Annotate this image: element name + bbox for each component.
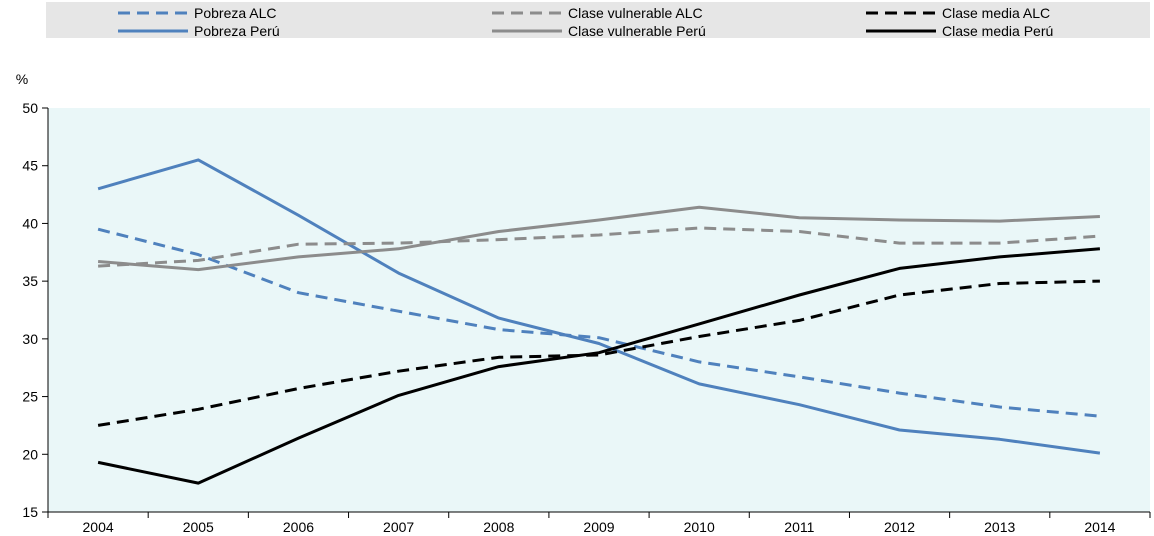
y-tick-label: 40 (22, 215, 38, 231)
y-tick-label: 20 (22, 446, 38, 462)
legend-label-clase-media-alc: Clase media ALC (942, 5, 1050, 21)
x-tick-label: 2010 (684, 519, 715, 535)
plot-area: 15 20 25 30 35 40 45 50 2004 2005 2006 2007 2008 2009… (22, 100, 1151, 535)
legend-label-clase-vulnerable-alc: Clase vulnerable ALC (568, 5, 703, 21)
y-axis-label: % (16, 71, 28, 87)
y-tick-label: 15 (22, 504, 38, 520)
legend-label-pobreza-alc: Pobreza ALC (194, 5, 277, 21)
legend-background (46, 2, 1150, 38)
x-tick-label: 2011 (784, 519, 814, 535)
x-tick-label: 2012 (884, 519, 915, 535)
series-line-pobreza-alc (97, 227, 1101, 418)
y-tick-label: 25 (22, 389, 38, 405)
x-tick-label: 2013 (984, 519, 1015, 535)
legend-label-clase-media-peru: Clase media Perú (942, 23, 1053, 39)
x-tick-label: 2006 (283, 519, 314, 535)
y-tick-label: 35 (22, 273, 38, 289)
x-tick-label: 2014 (1084, 519, 1115, 535)
y-tick-label: 30 (22, 331, 38, 347)
x-tick-label: 2009 (583, 519, 614, 535)
series-line-clase-media-alc (97, 279, 1100, 427)
series-line-clase-vulnerable-alc (98, 226, 1101, 268)
y-tick-label: 45 (22, 158, 38, 174)
x-tick-label: 2008 (483, 519, 514, 535)
x-tick-label: 2004 (83, 519, 114, 535)
x-tick-label: 2007 (383, 519, 414, 535)
series-line-clase-vulnerable-peru (97, 205, 1100, 272)
y-tick-label: 50 (22, 100, 38, 116)
x-tick-label: 2005 (183, 519, 214, 535)
legend-label-clase-vulnerable-peru: Clase vulnerable Perú (568, 23, 706, 39)
series-line-pobreza-peru (97, 158, 1101, 455)
plot-background (48, 108, 1150, 512)
legend-label-pobreza-peru: Pobreza Perú (194, 23, 280, 39)
series-line-clase-media-peru (97, 247, 1101, 485)
legend: Pobreza ALC Pobreza Perú Clase vulnerable … (46, 2, 1150, 39)
